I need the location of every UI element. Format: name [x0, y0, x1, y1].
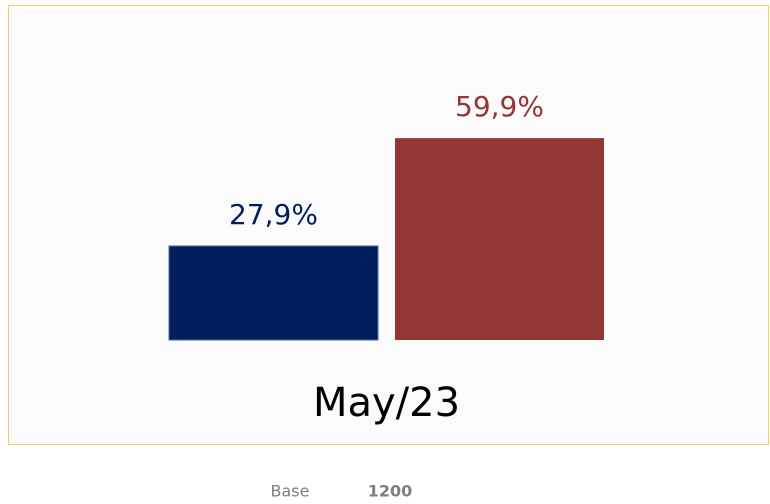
footer-label: Base: [271, 482, 310, 501]
chart-frame: [8, 5, 769, 445]
x-tick-label: May/23: [313, 380, 460, 426]
bar: [395, 138, 604, 340]
footer-value: 1200: [368, 482, 413, 501]
value-label: 27,9%: [229, 198, 318, 231]
value-label: 59,9%: [455, 90, 544, 123]
bar: [168, 245, 379, 341]
